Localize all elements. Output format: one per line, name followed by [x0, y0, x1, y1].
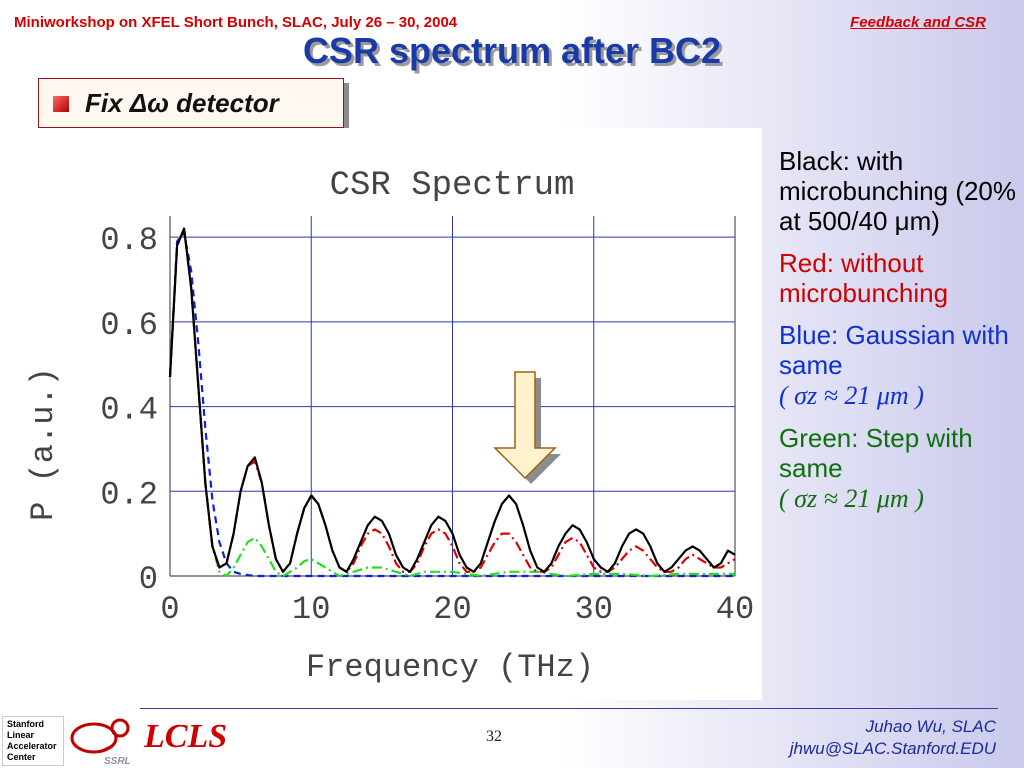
- header-right-topic[interactable]: Feedback and CSR: [850, 14, 986, 31]
- author-block: Juhao Wu, SLAC jhwu@SLAC.Stanford.EDU: [790, 716, 996, 760]
- x-tick-label: 10: [292, 591, 330, 628]
- legend-blue-label: Blue: Gaussian with same: [779, 320, 1009, 380]
- subtitle-box: Fix Δω detector: [38, 78, 344, 128]
- legend-blue: Blue: Gaussian with same ( σz ≈ 21 μm ): [779, 320, 1019, 411]
- legend-blue-formula: ( σz ≈ 21 μm ): [779, 381, 924, 410]
- series-black-line: [168, 227, 736, 573]
- legend-red: Red: without microbunching: [779, 248, 949, 308]
- y-tick-label: 0.4: [100, 392, 158, 429]
- y-tick-label: 0.2: [100, 476, 158, 513]
- ssrl-logo: SSRL: [70, 718, 131, 766]
- slac-logo: Stanford Linear Accelerator Center: [2, 716, 64, 766]
- tick-labels: 0 10 20 30 40 0 0.2 0.4 0.6 0.8: [100, 222, 754, 628]
- slide-title: CSR spectrum after BC2: [302, 30, 722, 71]
- subtitle-text: Fix Δω detector: [85, 88, 279, 118]
- author-name: Juhao Wu, SLAC: [865, 717, 996, 736]
- grid-lines: [169, 216, 736, 577]
- chart-title: CSR Spectrum: [330, 167, 575, 205]
- legend-black: Black: with microbunching (20% at 500/40…: [779, 146, 1017, 236]
- y-tick-label: 0.6: [100, 307, 158, 344]
- legend-green-formula: ( σz ≈ 21 μm ): [779, 484, 924, 513]
- slac-logo-line: Linear: [7, 730, 35, 740]
- footer-divider: [140, 708, 998, 709]
- series-blue-line: [168, 231, 735, 578]
- legend-panel: Black: with microbunching (20% at 500/40…: [779, 146, 1019, 526]
- series-lines: [168, 227, 736, 578]
- square-bullet-icon: [53, 96, 69, 112]
- y-tick-label: 0: [139, 561, 158, 598]
- chart-y-axis-label: P (a.u.): [25, 367, 62, 521]
- legend-green: Green: Step with same ( σz ≈ 21 μm ): [779, 423, 1019, 514]
- x-tick-label: 0: [160, 591, 179, 628]
- y-tick-label: 0.8: [100, 222, 158, 259]
- lcls-logo: LCLS: [144, 718, 228, 755]
- page-number: 32: [486, 728, 502, 745]
- x-tick-label: 30: [575, 591, 613, 628]
- slac-logo-line: Center: [7, 752, 36, 762]
- x-tick-label: 40: [716, 591, 754, 628]
- ssrl-logo-text: SSRL: [104, 756, 131, 766]
- chart-container: CSR Spectrum P (a.u.) Frequency (THz) 0 1…: [0, 128, 762, 700]
- csr-spectrum-chart: CSR Spectrum P (a.u.) Frequency (THz) 0 1…: [25, 167, 754, 686]
- slac-logo-line: Stanford: [7, 719, 44, 729]
- chart-x-axis-label: Frequency (THz): [306, 649, 594, 686]
- x-tick-label: 20: [433, 591, 471, 628]
- header-left-workshop: Miniworkshop on XFEL Short Bunch, SLAC, …: [14, 14, 458, 31]
- down-arrow-icon: [493, 371, 561, 484]
- author-email[interactable]: jhwu@SLAC.Stanford.EDU: [789, 739, 996, 758]
- slac-logo-line: Accelerator: [7, 741, 57, 751]
- legend-green-label: Green: Step with same: [779, 423, 973, 483]
- series-green-line: [168, 227, 735, 578]
